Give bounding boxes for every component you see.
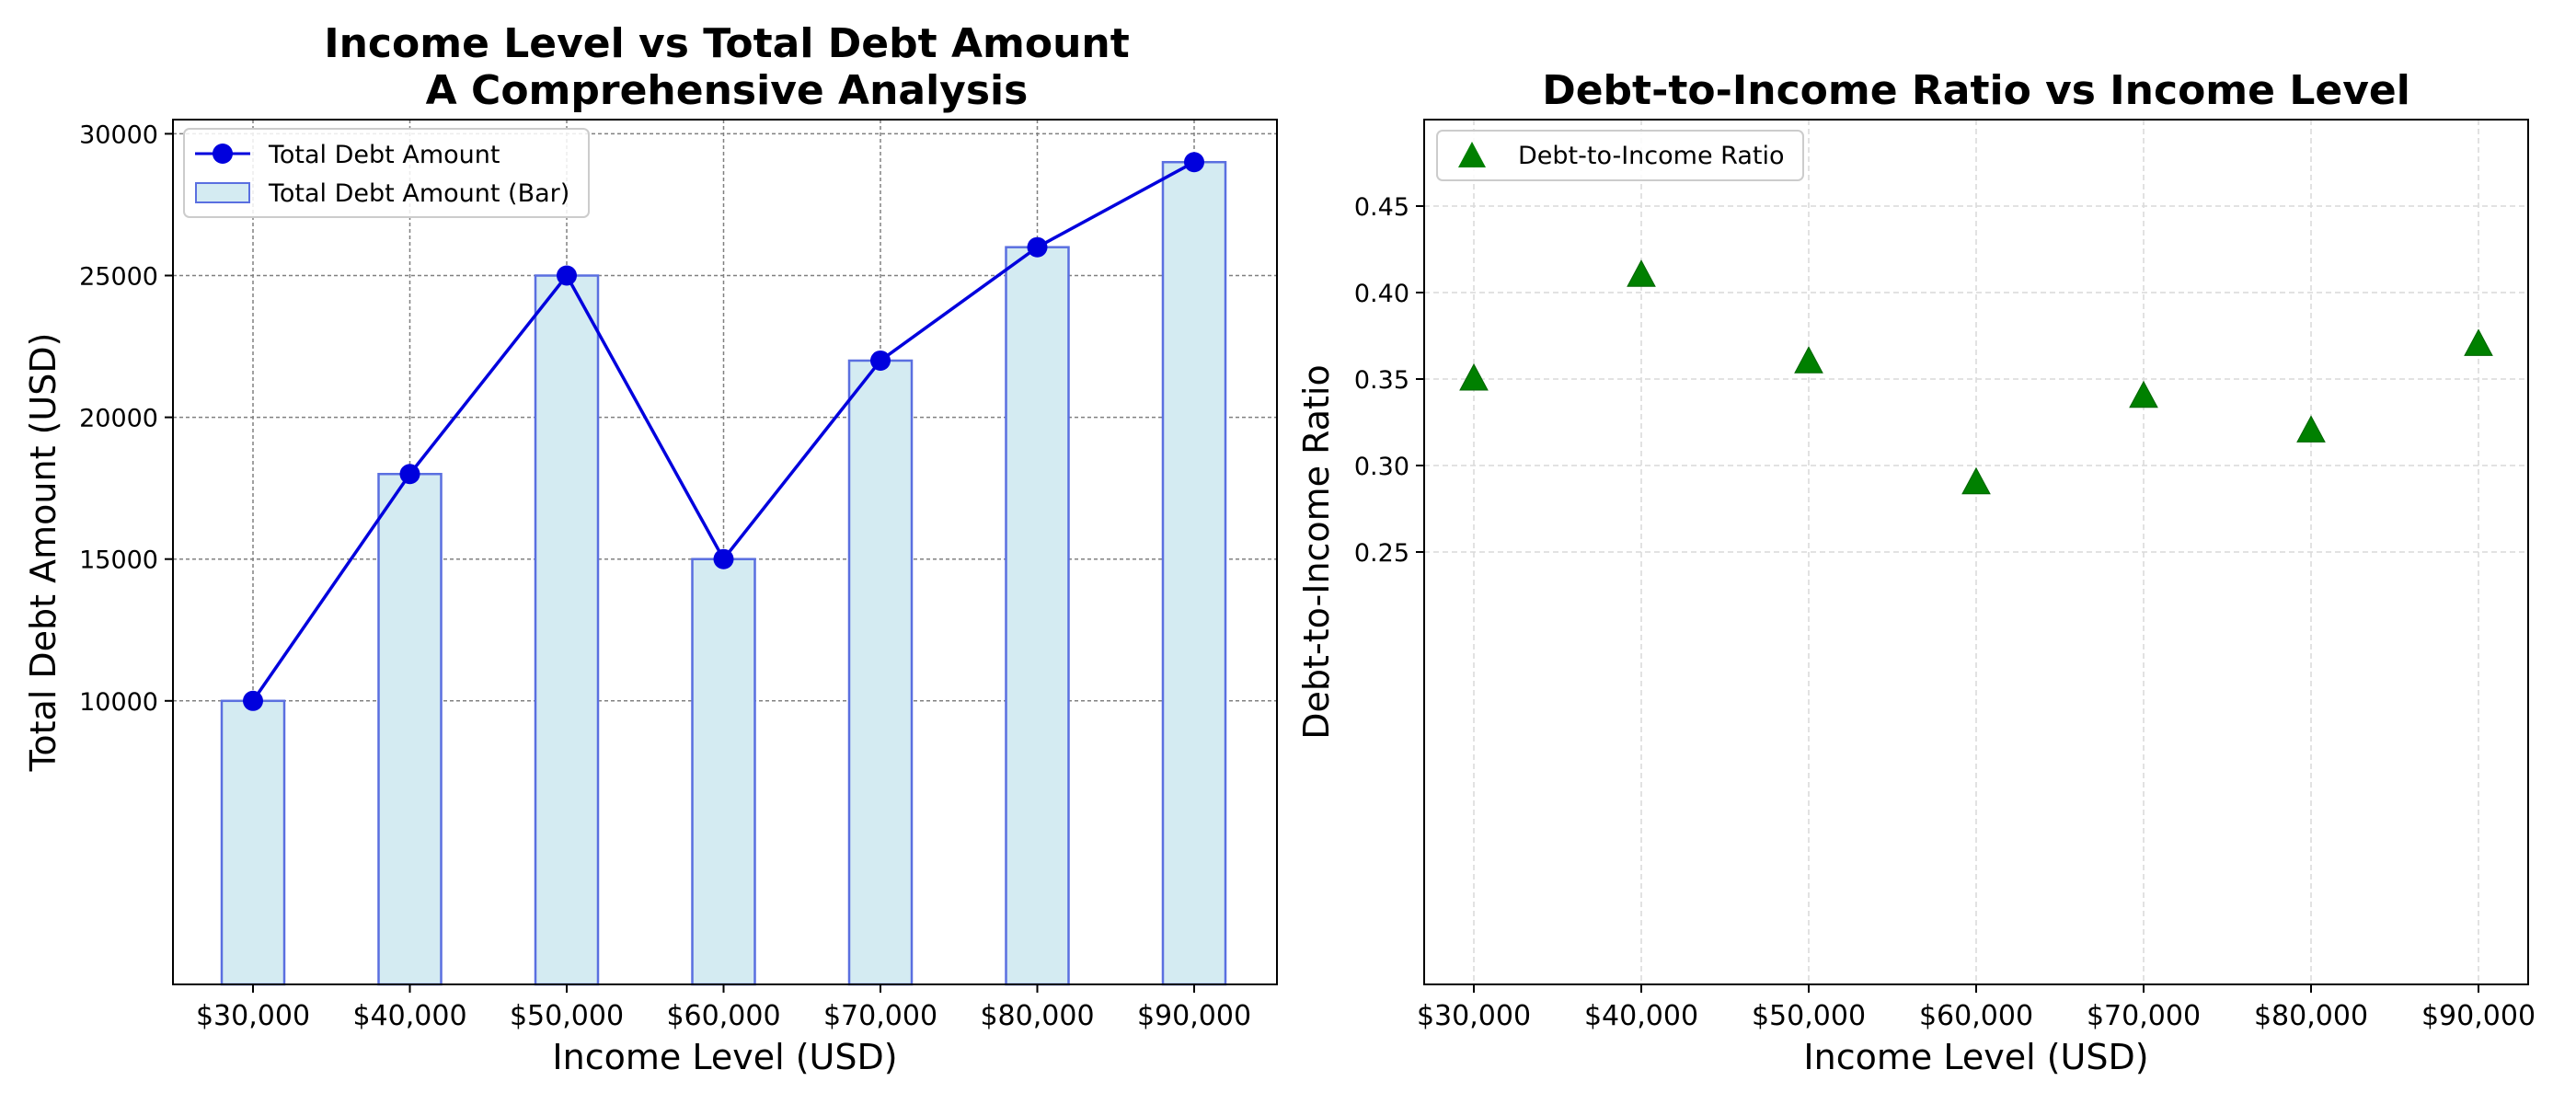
left-line-point — [1027, 236, 1048, 258]
left-bar — [847, 359, 914, 986]
right-legend-label: Debt-to-Income Ratio — [1518, 142, 1784, 170]
left-bar — [1161, 160, 1227, 986]
left-chart-y-axis-label: Total Debt Amount (USD) — [23, 333, 63, 773]
right-legend-triangle-swatch — [1458, 142, 1486, 167]
right-scatter-point — [2129, 380, 2158, 408]
right-scatter-point — [1459, 362, 1489, 391]
left-x-tick-label: $70,000 — [823, 1000, 937, 1032]
right-x-tick-label: $60,000 — [1919, 1000, 2033, 1032]
left-legend-bar-swatch — [195, 182, 250, 203]
right-y-tick-label: 0.25 — [1354, 539, 1409, 568]
left-chart: Income Level vs Total Debt Amount A Comp… — [23, 20, 1278, 1077]
left-x-tick-label: $80,000 — [980, 1000, 1094, 1032]
left-chart-x-axis-label: Income Level (USD) — [552, 1037, 897, 1077]
right-x-tick-label: $30,000 — [1417, 1000, 1531, 1032]
left-y-tick-label: 25000 — [79, 263, 158, 292]
left-y-tick-label: 15000 — [79, 546, 158, 575]
left-bar — [1005, 246, 1070, 986]
left-y-tick-label: 20000 — [79, 405, 158, 433]
right-chart-title: Debt-to-Income Ratio vs Income Level — [1542, 67, 2410, 114]
left-x-tick-label: $50,000 — [510, 1000, 624, 1032]
left-line-point — [243, 690, 263, 711]
left-x-tick-label: $40,000 — [352, 1000, 466, 1032]
right-chart-y-ticks: 0.25 0.30 0.35 0.40 0.45 — [1354, 193, 1424, 568]
right-chart-scatter-series — [1459, 259, 2493, 495]
right-chart-grid — [1424, 120, 2528, 984]
right-y-tick-label: 0.40 — [1354, 280, 1409, 308]
left-y-tick-label: 30000 — [79, 121, 158, 149]
right-x-tick-label: $70,000 — [2087, 1000, 2201, 1032]
left-legend-marker-swatch — [213, 144, 233, 164]
right-x-tick-label: $50,000 — [1752, 1000, 1866, 1032]
right-scatter-point — [1961, 466, 1991, 495]
left-chart-plot-frame — [172, 119, 1278, 985]
right-scatter-point — [2296, 415, 2326, 443]
left-chart-legend: Total Debt Amount Total Debt Amount (Bar… — [183, 128, 590, 218]
right-legend-box — [1436, 130, 1804, 181]
right-scatter-point — [1794, 346, 1823, 374]
right-chart-x-axis-label: Income Level (USD) — [1803, 1037, 2148, 1077]
left-x-tick-label: $90,000 — [1137, 1000, 1251, 1032]
left-bar — [377, 472, 443, 986]
left-bar — [534, 274, 600, 986]
right-x-tick-label: $40,000 — [1584, 1000, 1698, 1032]
left-line-point — [870, 350, 891, 371]
right-chart: Debt-to-Income Ratio vs Income Level $30… — [1296, 67, 2536, 1077]
left-chart-title-line2: A Comprehensive Analysis — [426, 67, 1029, 114]
left-chart-x-ticks: $30,000 $40,000 $50,000 $60,000 $70,000 $80,0… — [196, 984, 1251, 1032]
right-scatter-point — [2464, 328, 2493, 356]
left-legend-label-bar: Total Debt Amount (Bar) — [268, 179, 569, 208]
right-x-tick-label: $80,000 — [2254, 1000, 2368, 1032]
left-legend-box — [183, 128, 590, 218]
left-chart-y-ticks: 10000 15000 20000 25000 30000 — [79, 121, 173, 717]
right-y-tick-label: 0.45 — [1354, 193, 1409, 222]
right-scatter-point — [1627, 259, 1656, 287]
right-chart-y-axis-label: Debt-to-Income Ratio — [1296, 364, 1337, 739]
right-y-tick-label: 0.30 — [1354, 453, 1409, 481]
left-line-point — [399, 464, 420, 485]
right-chart-x-ticks: $30,000 $40,000 $50,000 $60,000 $70,000 $80,0… — [1417, 984, 2536, 1032]
left-chart-line-series — [243, 152, 1204, 711]
left-x-tick-label: $30,000 — [196, 1000, 310, 1032]
left-line-point — [557, 265, 577, 286]
left-line-point — [1184, 152, 1204, 173]
left-x-tick-label: $60,000 — [666, 1000, 780, 1032]
right-chart-legend: Debt-to-Income Ratio — [1436, 130, 1804, 181]
left-legend-label-line: Total Debt Amount — [268, 141, 500, 169]
right-x-tick-label: $90,000 — [2421, 1000, 2536, 1032]
left-chart-bars — [220, 160, 1227, 986]
left-line-point — [713, 548, 734, 569]
left-chart-title-line1: Income Level vs Total Debt Amount — [324, 20, 1130, 67]
left-bar — [691, 558, 756, 986]
right-y-tick-label: 0.35 — [1354, 366, 1409, 395]
left-bar — [220, 699, 286, 986]
left-y-tick-label: 10000 — [79, 688, 158, 717]
